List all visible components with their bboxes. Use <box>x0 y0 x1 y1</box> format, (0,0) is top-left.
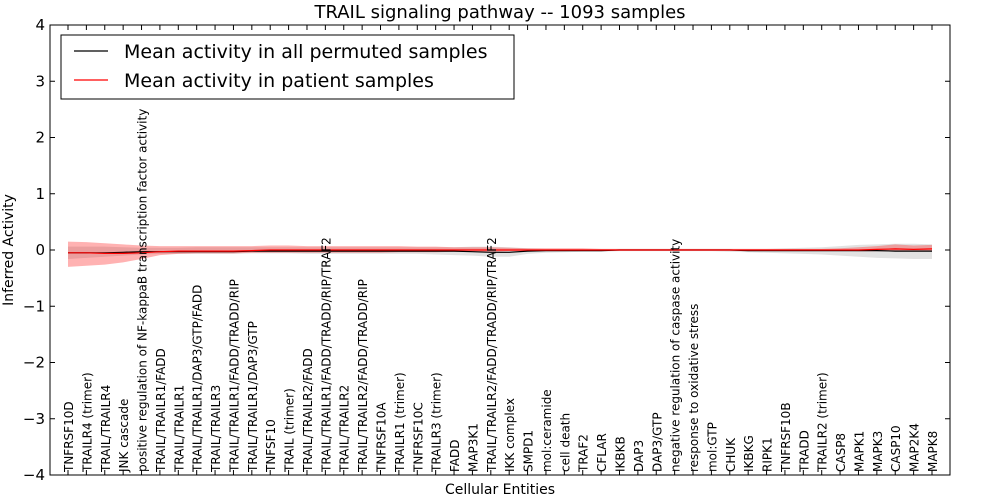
x-tick-label: TRAIL/TRAILR2 <box>338 385 352 473</box>
x-tick-label: IKK complex <box>503 398 517 472</box>
x-tick-label: IKBKG <box>742 435 756 472</box>
x-tick-label: CASP10 <box>889 425 903 472</box>
chart-title: TRAIL signaling pathway -- 1093 samples <box>313 2 685 23</box>
y-tick-label: 1 <box>35 185 45 203</box>
x-tick-label: TNFRSF10A <box>375 402 389 473</box>
x-tick-label: RIPK1 <box>761 437 775 472</box>
plot-frame <box>49 24 951 476</box>
x-tick-label: TRAILR2 (trimer) <box>816 372 830 473</box>
x-tick-label: MAP3K1 <box>466 423 480 472</box>
x-tick-label: JNK cascade <box>117 399 131 473</box>
x-tick-label: CASP8 <box>834 433 848 472</box>
x-tick-label: IKBKB <box>613 436 627 472</box>
x-tick-label: TRAILR4 (trimer) <box>80 372 94 473</box>
x-tick-label: TRAIL/TRAILR2/FADD <box>301 348 315 473</box>
legend-box <box>60 34 515 100</box>
x-tick-label: TRAIL/TRAILR1/DAP3/GTP <box>246 321 260 473</box>
x-tick-label: MAPK1 <box>852 431 866 472</box>
x-tick-label: FADD <box>448 440 462 473</box>
x-tick-label: mol:ceramide <box>540 389 554 472</box>
band-permuted <box>68 243 932 259</box>
x-tick-label: TNFSF10 <box>264 419 278 473</box>
x-tick-label: TNFRSF10D <box>62 401 76 473</box>
y-tick-label: −2 <box>23 354 45 372</box>
x-axis: TNFRSF10D TRAILR4 (trimer) TRAIL/TRAILR4 JN… <box>62 25 940 475</box>
y-tick-label: 0 <box>35 241 45 259</box>
y-axis-label: Inferred Activity <box>1 194 17 306</box>
x-tick-label: TRAIL/TRAILR1/FADD <box>154 348 168 473</box>
x-tick-label: TNFRSF10C <box>411 402 425 473</box>
x-tick-label: negative regulation of caspase activity <box>669 239 683 472</box>
x-tick-label: DAP3/GTP <box>650 412 664 472</box>
x-tick-label: MAP2K4 <box>908 423 922 472</box>
y-tick-label: 3 <box>35 72 45 90</box>
band-patient <box>68 241 932 267</box>
legend: Mean activity in all permuted samples Me… <box>60 34 515 100</box>
x-tick-label: TRAILR1 (trimer) <box>393 372 407 473</box>
x-tick-label: TRAIL/TRAILR1 <box>172 385 186 473</box>
x-tick-label: cell death <box>558 413 572 472</box>
x-tick-label: TNFRSF10B <box>779 402 793 473</box>
x-tick-label: DAP3 <box>632 440 646 472</box>
y-tick-label: −3 <box>23 410 45 428</box>
series-line-patient <box>68 248 933 254</box>
x-tick-label: TRAIL/TRAILR1/FADD/TRADD/RIP <box>227 279 241 473</box>
x-tick-label: TRAIL/TRAILR1/FADD/TRADD/RIP/TRAF2 <box>319 237 333 473</box>
x-tick-label: TRAIL/TRAILR3 <box>209 385 223 473</box>
x-tick-label: MAPK3 <box>871 431 885 472</box>
x-tick-label: TRADD <box>797 430 811 473</box>
x-tick-label: response to oxidative stress <box>687 304 701 472</box>
y-tick-label: −1 <box>23 297 45 315</box>
y-tick-label: 2 <box>35 129 45 147</box>
x-tick-label: TRAIL/TRAILR2/FADD/TRADD/RIP/TRAF2 <box>485 237 499 473</box>
x-tick-label: TRAILR3 (trimer) <box>430 372 444 473</box>
y-tick-label: −4 <box>23 466 45 484</box>
x-axis-label: Cellular Entities <box>445 482 555 498</box>
x-tick-label: TRAIL/TRAILR4 <box>99 385 113 473</box>
legend-label-patient: Mean activity in patient samples <box>124 70 434 92</box>
plot-area <box>68 241 933 267</box>
y-tick-label: 4 <box>35 16 45 34</box>
x-tick-label: TRAIL/TRAILR1/DAP3/GTP/FADD <box>191 285 205 473</box>
x-tick-label: positive regulation of NF-kappaB transcr… <box>136 109 150 472</box>
x-tick-label: CFLAR <box>595 433 609 472</box>
x-tick-label: mol:GTP <box>705 422 719 472</box>
x-tick-label: CHUK <box>724 437 738 472</box>
legend-label-permuted: Mean activity in all permuted samples <box>124 41 487 63</box>
x-tick-label: TRAF2 <box>577 434 591 473</box>
x-tick-label: TRAIL (trimer) <box>283 388 297 473</box>
x-tick-label: TRAIL/TRAILR2/FADD/TRADD/RIP <box>356 279 370 473</box>
x-tick-label: SMPD1 <box>522 430 536 472</box>
x-tick-label: MAPK8 <box>926 431 940 472</box>
y-axis: −4 −3 −2 −1 0 1 2 3 4 <box>23 16 950 484</box>
